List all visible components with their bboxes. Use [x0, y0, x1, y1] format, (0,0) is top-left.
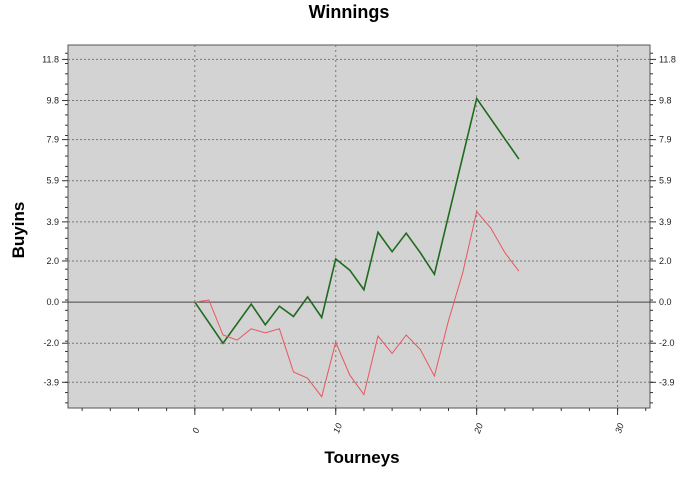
- y-tick-label-right: 5.9: [659, 176, 672, 186]
- series-line-1: [194, 96, 520, 345]
- x-tick-label: 10: [331, 422, 344, 435]
- y-tick-label-left: 5.9: [46, 176, 59, 186]
- plot-area: [67, 44, 651, 409]
- series-line-2: [194, 210, 520, 398]
- x-axis-label: Tourneys: [324, 448, 399, 467]
- y-tick-label-left: 3.9: [46, 217, 59, 227]
- x-tick-label: 20: [472, 422, 485, 436]
- y-tick-label-right: 9.8: [659, 96, 672, 106]
- y-tick-label-left: 2.0: [46, 256, 59, 266]
- y-tick-label-left: 9.8: [46, 96, 59, 106]
- y-tick-label-right: 0.0: [659, 297, 672, 307]
- y-tick-label-left: 11.8: [42, 54, 59, 64]
- y-tick-label-right: 11.8: [659, 54, 676, 64]
- y-tick-label-right: 7.9: [659, 135, 672, 145]
- y-tick-label-left: -2.0: [43, 338, 59, 348]
- y-tick-label-right: 3.9: [659, 217, 672, 227]
- y-tick-label-left: -3.9: [43, 377, 59, 387]
- y-tick-label-right: -2.0: [659, 338, 675, 348]
- y-tick-label-left: 7.9: [46, 135, 59, 145]
- x-tick-label: 0: [190, 427, 201, 435]
- chart-title: Winnings: [309, 2, 390, 22]
- y-axis-label: Buyins: [9, 202, 28, 259]
- y-tick-label-right: 2.0: [659, 256, 672, 266]
- y-tick-label-left: 0.0: [46, 297, 59, 307]
- y-tick-label-right: -3.9: [659, 377, 675, 387]
- x-tick-label: 30: [613, 422, 626, 435]
